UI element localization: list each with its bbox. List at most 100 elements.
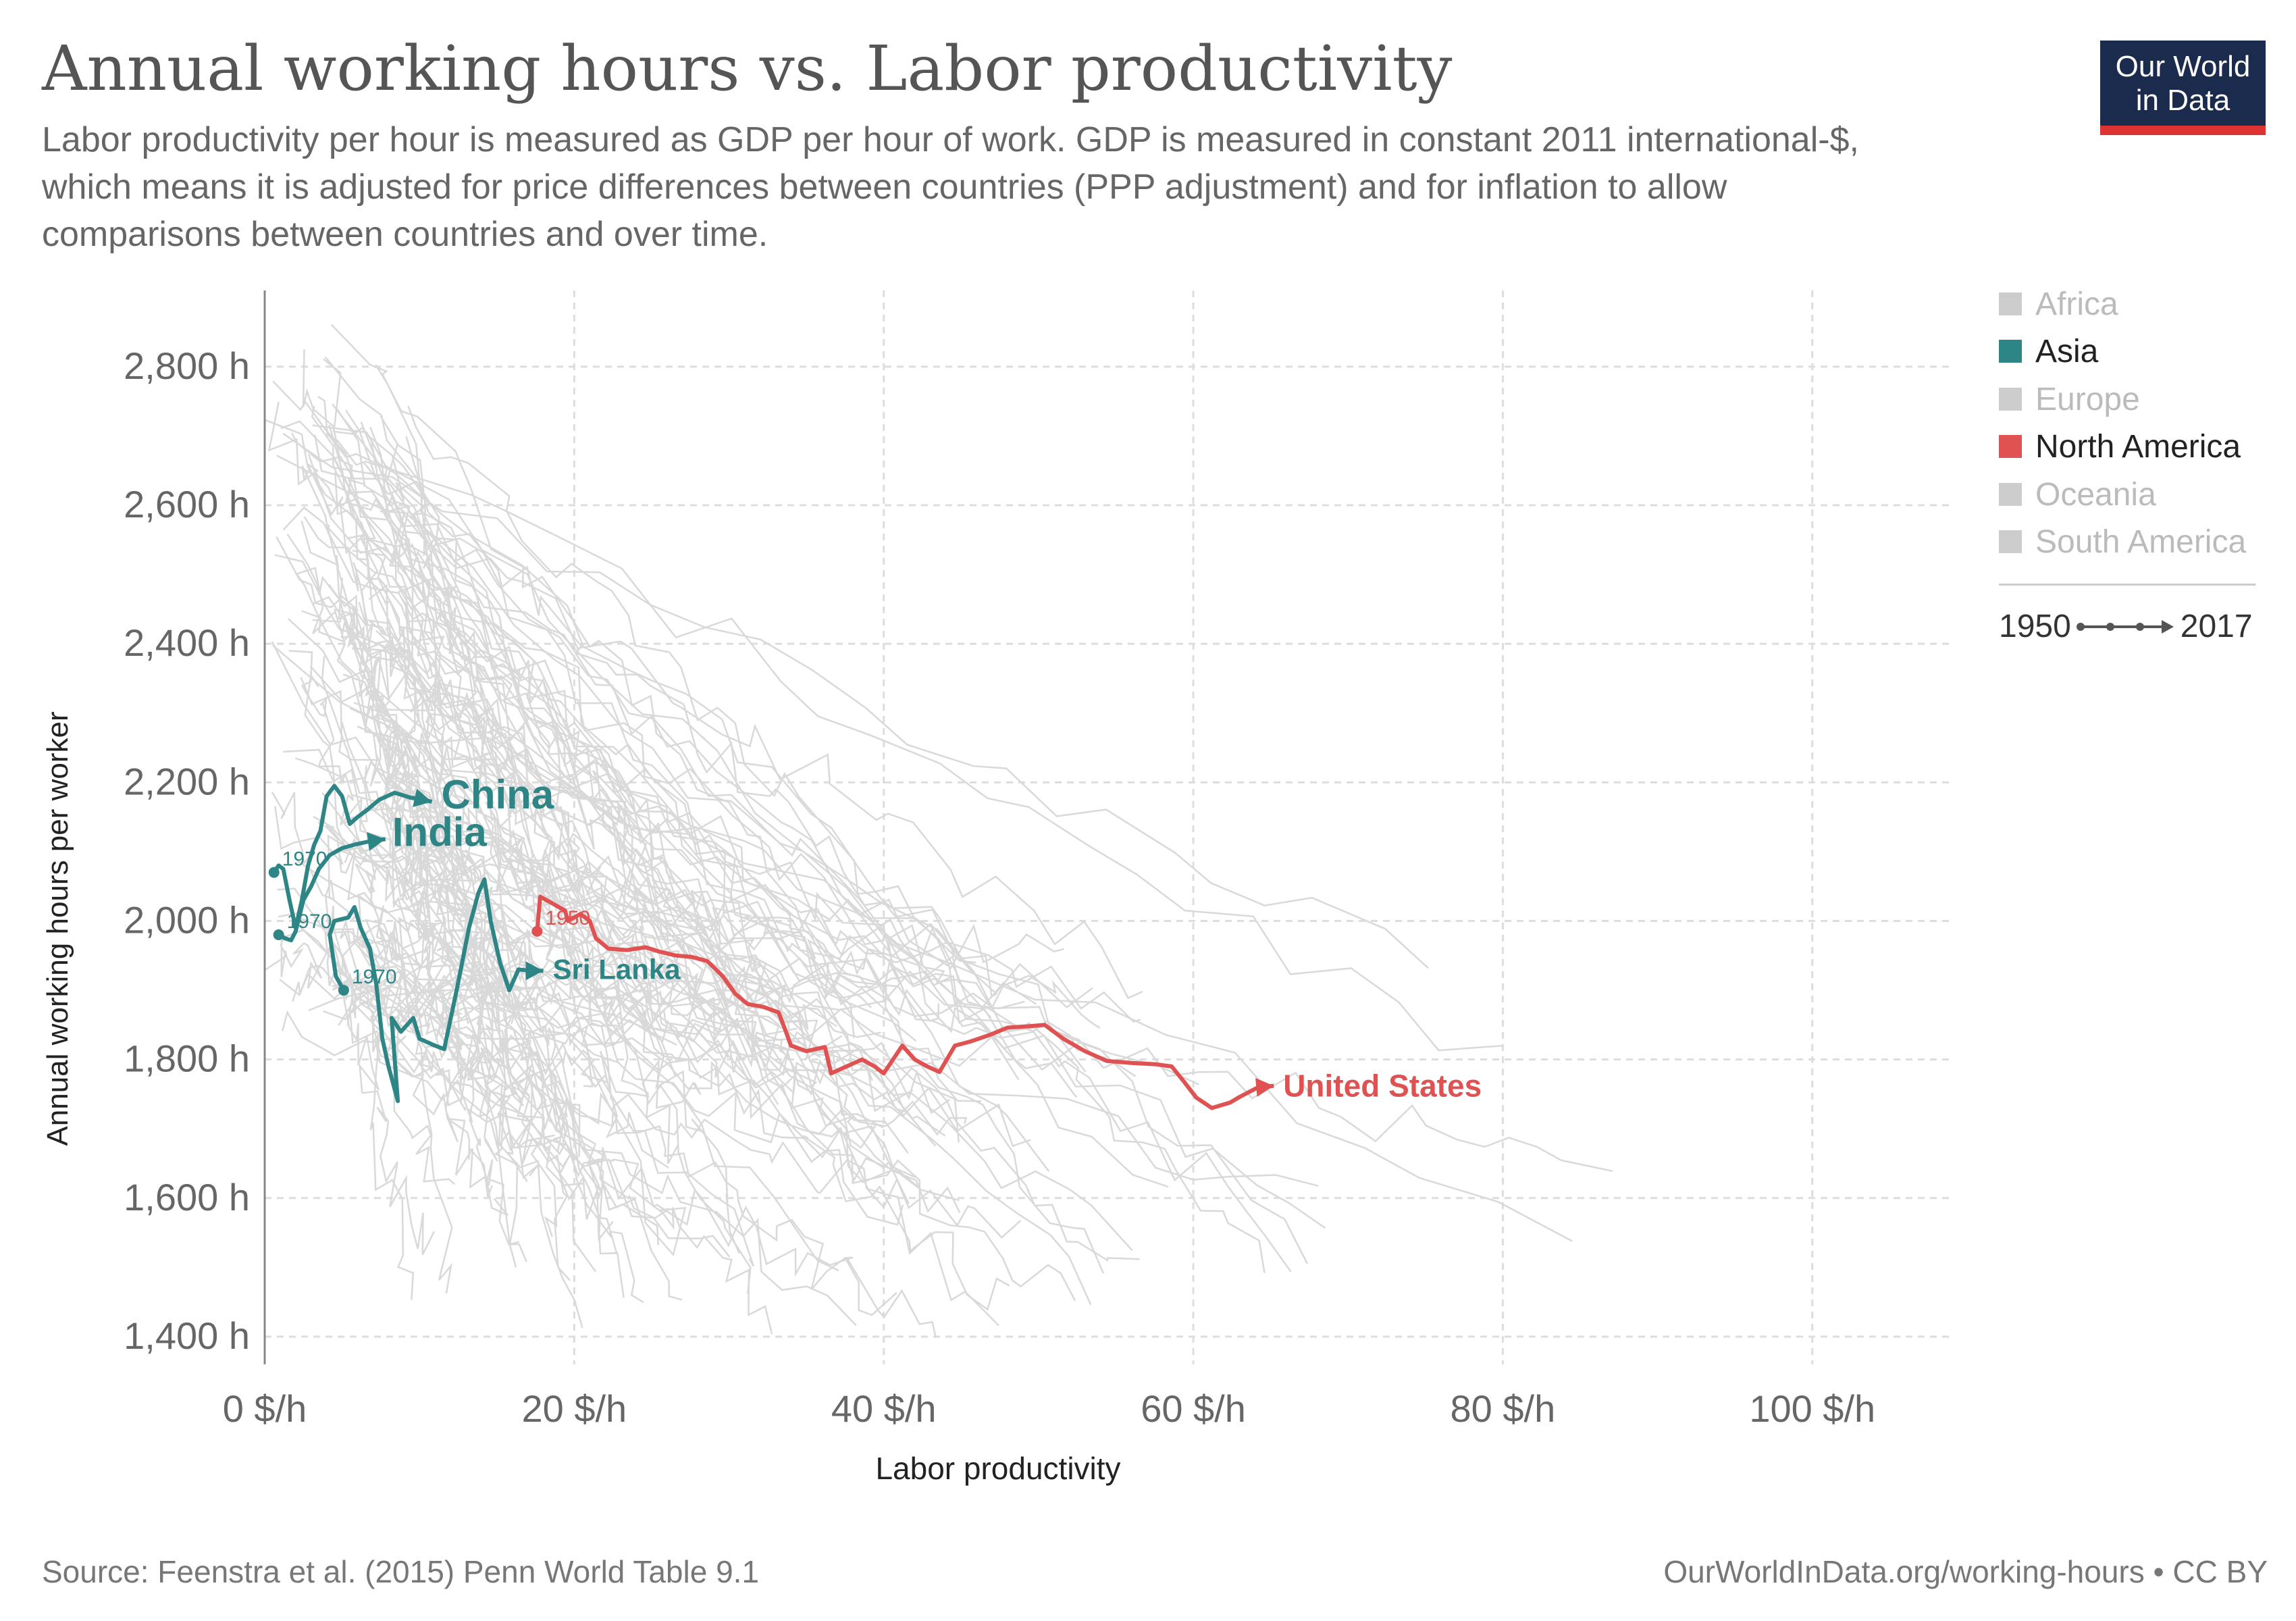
x-tick-label: 20 $/h (521, 1387, 627, 1430)
series-label-india: India (392, 809, 488, 854)
legend-item-africa[interactable]: Africa (1999, 284, 2118, 324)
background-country-line (376, 767, 951, 1114)
legend-item-south-america[interactable]: South America (1999, 521, 2246, 562)
series-start-year: 1970 (352, 966, 397, 988)
background-country-line (385, 627, 1140, 1262)
timeline-indicator[interactable]: 1950 2017 (1999, 608, 2253, 645)
legend-label: Asia (2035, 333, 2099, 369)
background-country-line (385, 644, 725, 1041)
background-country-line (359, 809, 1101, 1029)
legend-label: Oceania (2035, 476, 2156, 513)
background-country-line (296, 923, 968, 1136)
background-country-line (288, 650, 420, 1001)
legend-swatch (1999, 435, 2022, 458)
footer-source[interactable]: Source: Feenstra et al. (2015) Penn Worl… (42, 1554, 760, 1589)
series-united-states: 1950 United States (531, 894, 1482, 1110)
legend-item-asia[interactable]: Asia (1999, 331, 2098, 371)
y-tick-label: 2,600 h (124, 483, 250, 525)
series-start-point (531, 925, 543, 937)
background-country-line (309, 665, 976, 964)
background-country-line (368, 835, 755, 1267)
axes: 1,400 h 1,600 h 1,800 h 2,000 h 2,200 h 2,400… (124, 290, 1875, 1430)
background-country-line (369, 427, 677, 1077)
background-country-line (313, 434, 1025, 1010)
background-country-line (329, 931, 527, 1262)
y-tick-label: 1,400 h (124, 1314, 250, 1357)
background-country-line (396, 443, 560, 957)
background-country-line (394, 732, 594, 1087)
background-country-line (321, 656, 583, 1329)
background-country-line (282, 506, 981, 1102)
legend-item-oceania[interactable]: Oceania (1999, 474, 2156, 515)
background-country-line (349, 706, 523, 1025)
series-end-arrow (525, 961, 544, 981)
background-country-line (332, 967, 436, 1256)
background-country-line (267, 401, 676, 991)
legend-label: Africa (2035, 286, 2118, 322)
background-country-line (357, 977, 1031, 1148)
background-country-line (328, 584, 567, 1152)
legend-swatch (1999, 292, 2022, 315)
y-tick-label: 1,600 h (124, 1176, 250, 1218)
background-country-line (312, 424, 1087, 1073)
background-country-line (317, 817, 1076, 1302)
legend-item-north-america[interactable]: North America (1999, 426, 2241, 467)
series-start-year: 1970 (287, 910, 332, 933)
background-country-line (287, 618, 677, 1046)
background-country-line (364, 460, 1503, 1052)
chart-area: 1,400 h 1,600 h 1,800 h 2,000 h 2,200 h 2,400… (41, 290, 1952, 1486)
background-country-line (360, 421, 760, 1104)
series-start-point (338, 985, 349, 996)
background-country-line (396, 996, 569, 1133)
series-start-year: 1950 (545, 907, 590, 929)
series-end-arrow (413, 788, 432, 808)
legend-label: North America (2035, 428, 2241, 465)
series-line-sri-lanka[interactable] (328, 877, 544, 1104)
background-country-line (272, 380, 798, 1036)
background-country-line (334, 471, 821, 1058)
legend-item-europe[interactable]: Europe (1999, 379, 2140, 419)
series-line-china[interactable] (272, 783, 433, 930)
legend-swatch (1999, 340, 2022, 363)
owid-logo[interactable]: Our World in Data (2100, 41, 2266, 135)
series-sri-lanka: 1970 Sri Lanka (328, 877, 681, 1104)
background-country-line (380, 510, 625, 1298)
y-tick-label: 2,800 h (124, 344, 250, 387)
series-end-arrow (1255, 1077, 1274, 1097)
y-axis-label: Annual working hours per worker (41, 711, 74, 1146)
logo-line-1: Our World (2115, 50, 2251, 83)
series-label-china: China (442, 772, 554, 817)
series-start-point (268, 867, 280, 878)
background-country-line (304, 672, 414, 1300)
background-country-line (282, 432, 1429, 969)
background-country-line (336, 409, 453, 1294)
series-china: 1970 China (268, 772, 554, 930)
chart-title: Annual working hours vs. Labor productiv… (42, 32, 1453, 105)
background-country-line (351, 996, 539, 1179)
series-line-united-states[interactable] (535, 894, 1274, 1110)
background-country-line (367, 690, 576, 1160)
timeline-end-year: 2017 (2180, 609, 2253, 644)
background-country-line (380, 956, 909, 1154)
background-country-line (271, 641, 839, 1272)
series-end-arrow (367, 832, 386, 851)
background-country-line (363, 484, 1169, 1188)
background-country-line (357, 894, 789, 1058)
background-country-line (276, 536, 843, 1061)
series-india: 1970 India (273, 809, 488, 943)
background-country-line (302, 349, 571, 1281)
footer-link[interactable]: OurWorldInData.org/working-hours • CC BY (1663, 1554, 2268, 1589)
x-tick-label: 60 $/h (1141, 1387, 1246, 1430)
background-country-line (325, 434, 998, 998)
legend-swatch (1999, 483, 2022, 506)
x-tick-label: 80 $/h (1451, 1387, 1556, 1430)
background-country-line (317, 395, 916, 1179)
legend-swatch (1999, 530, 2022, 553)
series-label-united-states: United States (1283, 1069, 1482, 1104)
series-line-india[interactable] (278, 837, 386, 943)
background-country-line (381, 506, 1292, 1272)
background-country-line (321, 792, 618, 1027)
background-country-line (264, 419, 960, 1143)
x-tick-label: 100 $/h (1749, 1387, 1875, 1430)
x-tick-label: 0 $/h (223, 1387, 307, 1430)
